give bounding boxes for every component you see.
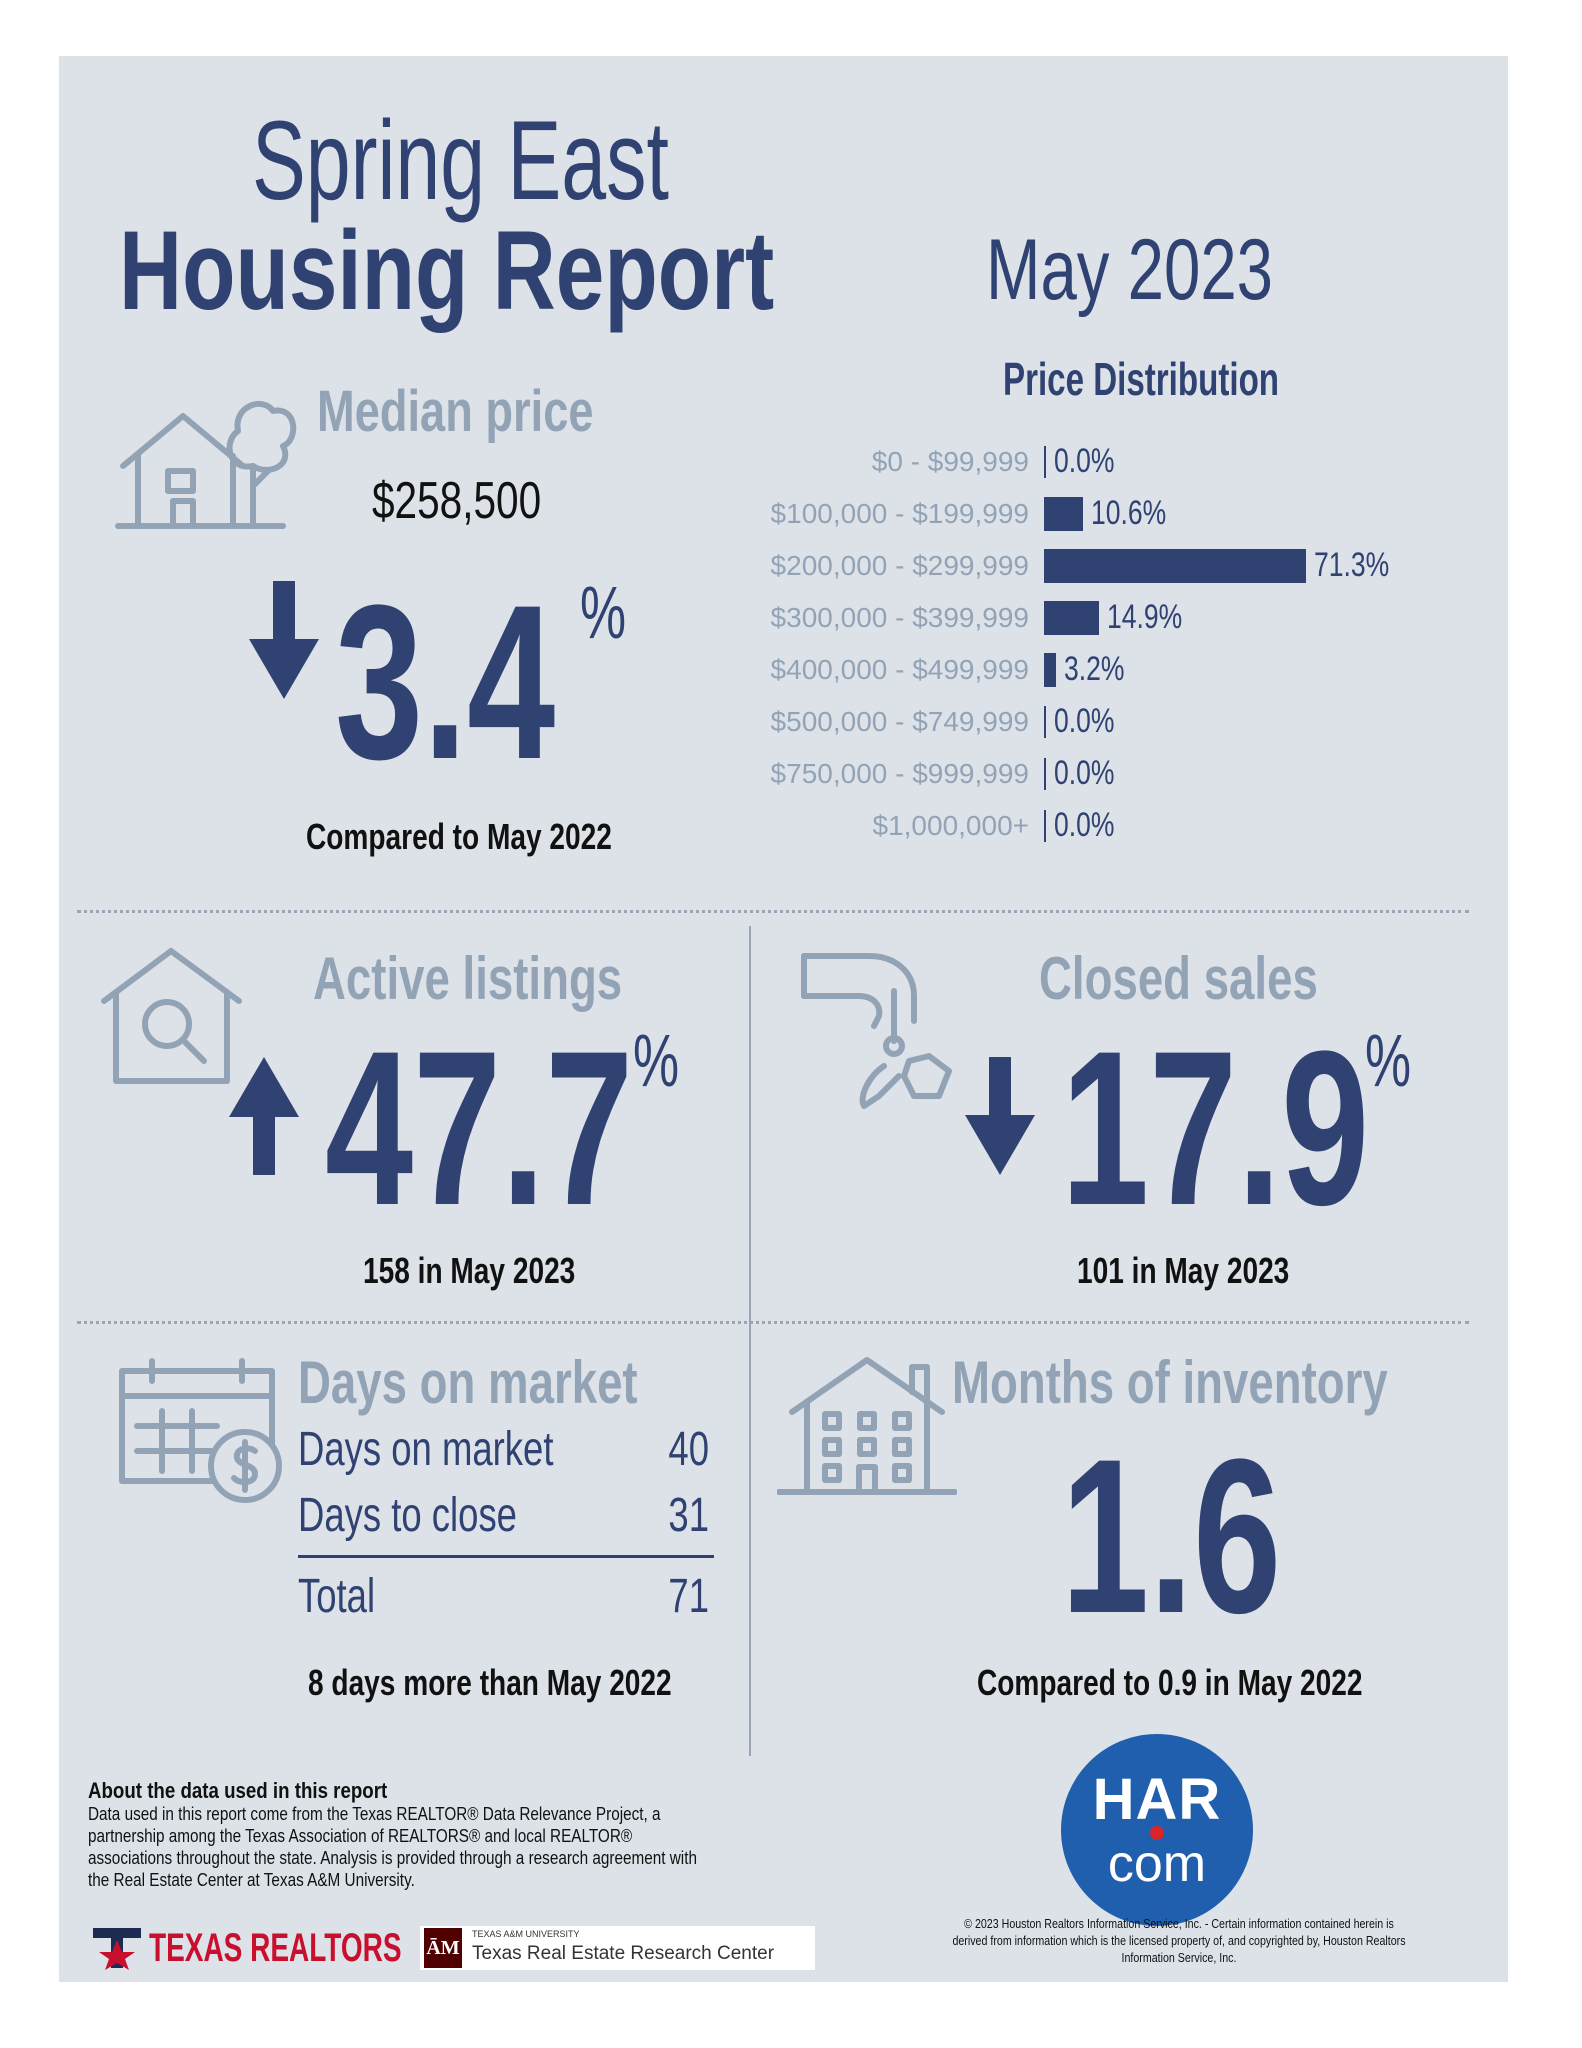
arrow-up-icon: [229, 1057, 299, 1175]
dom-total-label: Total: [298, 1570, 376, 1623]
months-inventory-title: Months of inventory: [952, 1349, 1388, 1416]
price-range-label: $200,000 - $299,999: [770, 550, 1029, 581]
price-bar-value: 3.2%: [1064, 650, 1125, 688]
report-title-line1: Spring East: [252, 98, 669, 223]
inventory-compare: Compared to 0.9 in May 2022: [977, 1662, 1363, 1703]
dom-row-value: 31: [668, 1489, 709, 1542]
price-bar-value: 0.0%: [1054, 806, 1115, 844]
days-on-market-title: Days on market: [298, 1349, 638, 1416]
price-distribution-title: Price Distribution: [1003, 353, 1280, 405]
har-logo-com: com: [1107, 1835, 1207, 1893]
price-range-label: $300,000 - $399,999: [770, 602, 1029, 633]
report-title-line2: Housing Report: [119, 208, 775, 333]
price-bar: [1044, 497, 1083, 531]
price-bar-value: 0.0%: [1054, 702, 1115, 740]
dom-total-rule: [298, 1555, 714, 1558]
price-range-label: $750,000 - $999,999: [770, 758, 1029, 789]
about-text: Data used in this report come from the T…: [88, 1804, 697, 1890]
dom-compare: 8 days more than May 2022: [308, 1662, 672, 1703]
median-price-value: $258,500: [372, 472, 542, 530]
report-panel: Spring East Housing Report May 2023 Medi…: [59, 56, 1508, 1982]
median-price-title: Median price: [317, 379, 594, 444]
price-bar-value: 0.0%: [1054, 442, 1115, 480]
median-change-value: 3.4: [335, 559, 556, 805]
price-range-label: $100,000 - $199,999: [770, 498, 1029, 529]
tamu-mark: ĀM: [424, 1928, 462, 1968]
house-search-icon: [101, 948, 242, 1084]
price-bar: [1044, 653, 1056, 687]
price-bar-zero: [1044, 446, 1046, 478]
dom-total-value: 71: [668, 1570, 709, 1623]
dom-row-label: Days on market: [298, 1423, 554, 1476]
median-change-pct: %: [580, 571, 627, 654]
apartment-building-icon: [777, 1357, 957, 1495]
price-bar-value: 14.9%: [1107, 598, 1183, 636]
har-logo[interactable]: HAR com: [1061, 1734, 1253, 1926]
calendar-dollar-icon: [119, 1358, 282, 1503]
price-range-label: $500,000 - $749,999: [770, 706, 1029, 737]
texas-realtors-logo-text: TEXAS REALTORS: [149, 1926, 402, 1970]
divider-middle: [77, 1321, 1469, 1324]
price-bar: [1044, 601, 1099, 635]
dom-row-value: 40: [668, 1423, 709, 1476]
closed-change-value: 17.9: [1061, 1005, 1370, 1251]
tamu-logo: ĀM TEXAS A&M UNIVERSITY Texas Real Estat…: [420, 1926, 815, 1970]
median-compare: Compared to May 2022: [306, 816, 612, 857]
har-logo-dot: [1150, 1826, 1164, 1840]
active-change-value: 47.7: [325, 1005, 634, 1251]
report-month: May 2023: [986, 222, 1274, 318]
texas-realtors-logo-mark: [93, 1928, 141, 1970]
price-bar-value: 71.3%: [1314, 546, 1390, 584]
price-bar: [1044, 549, 1306, 583]
copyright-text: © 2023 Houston Realtors Information Serv…: [952, 1916, 1406, 1965]
hand-keys-icon: [801, 953, 952, 1109]
tamu-university-text: TEXAS A&M UNIVERSITY: [472, 1929, 580, 1939]
closed-sales-title: Closed sales: [1039, 945, 1318, 1012]
price-range-label: $400,000 - $499,999: [770, 654, 1029, 685]
price-range-label: $1,000,000+: [872, 810, 1030, 841]
price-bar-value: 0.0%: [1054, 754, 1115, 792]
price-bar-value: 10.6%: [1091, 494, 1167, 532]
tamu-center-name: Texas Real Estate Research Center: [472, 1943, 775, 1964]
active-change-pct: %: [633, 1019, 680, 1102]
months-inventory-value: 1.6: [1061, 1413, 1282, 1659]
divider-vertical: [749, 926, 751, 1756]
closed-change-pct: %: [1365, 1019, 1412, 1102]
about-heading: About the data used in this report: [88, 1778, 388, 1803]
arrow-down-icon: [965, 1057, 1035, 1175]
divider-top: [77, 910, 1469, 913]
price-bar-zero: [1044, 810, 1046, 842]
price-range-label: $0 - $99,999: [871, 446, 1029, 477]
house-tree-icon: [115, 400, 297, 529]
closed-detail: 101 in May 2023: [1077, 1250, 1290, 1291]
price-bar-zero: [1044, 706, 1046, 738]
active-listings-title: Active listings: [313, 945, 623, 1012]
active-detail: 158 in May 2023: [363, 1250, 576, 1291]
arrow-down-icon: [249, 581, 319, 699]
price-bar-zero: [1044, 758, 1046, 790]
har-logo-text: HAR: [1092, 1767, 1222, 1832]
dom-row-label: Days to close: [298, 1489, 517, 1542]
